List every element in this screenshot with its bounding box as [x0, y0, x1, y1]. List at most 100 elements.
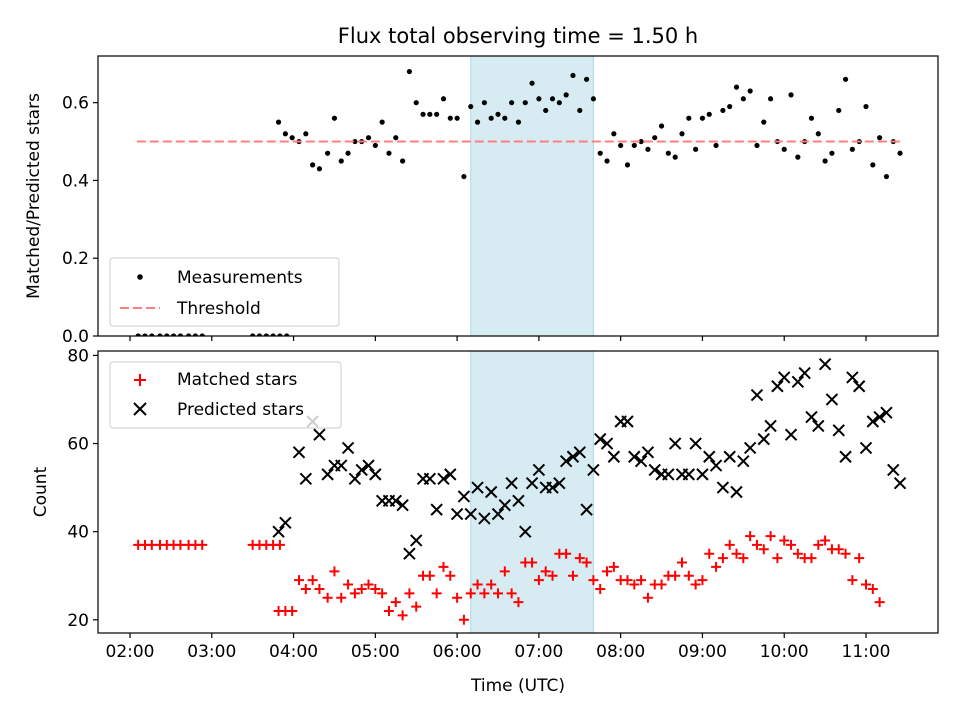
matched-stars-point — [861, 579, 871, 590]
matched-stars-point — [424, 570, 435, 581]
matched-stars-point — [547, 570, 558, 581]
measurements-point — [434, 111, 440, 117]
predicted-stars-point — [450, 507, 464, 521]
matched-stars-point — [724, 539, 735, 550]
predicted-stars-point — [607, 450, 621, 463]
measurements-point — [570, 72, 576, 79]
bottom-y-tick-label: 80 — [67, 346, 89, 366]
measurements-point — [529, 80, 535, 86]
measurements-point — [652, 135, 658, 141]
predicted-stars-point — [566, 450, 580, 463]
matched-stars-point — [602, 566, 613, 577]
measurements-point — [325, 150, 331, 156]
measurements-point — [686, 115, 692, 121]
predicted-stars-point — [887, 463, 900, 477]
bottom-y-tick-label: 60 — [67, 435, 89, 455]
matched-stars-point — [322, 592, 333, 603]
measurements-point — [563, 92, 569, 98]
predicted-stars-point — [778, 371, 791, 384]
predicted-stars-point — [825, 393, 839, 406]
matched-stars-point — [677, 557, 687, 568]
chart-title: Flux total observing time = 1.50 h — [338, 24, 698, 48]
predicted-stars-point — [750, 388, 764, 402]
predicted-stars-point — [893, 476, 907, 490]
predicted-stars-point — [709, 459, 723, 472]
predicted-stars-point — [519, 525, 532, 538]
measurements-point — [829, 150, 835, 156]
matched-stars-point — [608, 561, 619, 572]
matched-stars-point — [370, 583, 381, 594]
predicted-stars-point — [689, 437, 702, 450]
measurements-point — [897, 150, 903, 156]
bottom-x-axis: 02:00 03:00 04:00 05:00 06:00 07:00 08:00 09:00… — [106, 633, 891, 662]
matched-stars-point — [704, 548, 715, 559]
measurements-point — [781, 146, 787, 152]
predicted-stars-point — [437, 472, 450, 485]
measurements-point — [863, 103, 869, 110]
top-y-axis: 0.0 0.2 0.4 0.6 — [62, 94, 98, 347]
matched-stars-point — [445, 570, 456, 581]
matched-stars-point — [642, 592, 653, 603]
predicted-stars-point — [662, 468, 675, 481]
measurements-point — [536, 96, 542, 102]
measurements-point — [282, 131, 288, 137]
matched-stars-point — [847, 575, 858, 586]
predicted-stars-point — [839, 450, 852, 463]
x-tick-label: 06:00 — [433, 642, 482, 662]
matched-stars-point — [506, 588, 517, 599]
predicted-stars-point — [628, 450, 641, 463]
measurements-point — [338, 158, 344, 164]
measurements-point — [135, 333, 141, 336]
bottom-legend-box — [109, 361, 342, 429]
predicted-stars-point — [512, 494, 525, 508]
predicted-stars-point — [313, 428, 326, 441]
measurements-point — [263, 333, 269, 336]
x-tick-label: 04:00 — [269, 642, 318, 662]
measurements-point — [177, 333, 184, 336]
matched-stars-point — [363, 579, 374, 590]
measurements-point — [365, 135, 372, 141]
predicted-stars-point — [491, 507, 505, 521]
measurements-point — [679, 131, 685, 137]
matched-stars-point — [670, 570, 681, 581]
matched-stars-point — [567, 570, 578, 581]
measurements-point — [509, 100, 515, 106]
measurements-point — [733, 84, 740, 90]
measurements-point — [454, 115, 460, 121]
x-tick-label: 11:00 — [842, 642, 891, 662]
predicted-stars-point — [805, 410, 818, 424]
matched-stars-point — [356, 583, 367, 594]
matched-stars-point — [411, 601, 422, 612]
measurements-point — [788, 92, 794, 98]
top-y-tick-label: 0.0 — [62, 327, 89, 347]
bottom-highlight-span — [470, 350, 594, 634]
predicted-stars-point — [525, 476, 539, 490]
matched-stars-point — [300, 583, 311, 594]
measurements-point — [720, 107, 726, 114]
matched-stars-point — [697, 575, 708, 586]
predicted-stars-point — [866, 415, 880, 428]
matched-stars-point — [588, 575, 599, 586]
bottom-y-tick-label: 20 — [67, 611, 89, 631]
measurements-point — [815, 131, 821, 137]
predicted-stars-point — [457, 490, 471, 503]
measurements-point — [474, 119, 481, 125]
measurements-point — [345, 150, 351, 156]
matched-stars-point — [731, 548, 742, 559]
measurements-point — [658, 123, 665, 129]
measurements-point — [481, 100, 487, 106]
measurements-point — [250, 333, 256, 336]
predicted-stars-point — [743, 441, 757, 455]
predicted-stars-point — [396, 499, 409, 512]
matched-stars-point — [472, 579, 483, 590]
matched-stars-point — [294, 575, 305, 586]
predicted-stars-point — [532, 463, 546, 477]
measurements-point — [440, 96, 447, 102]
predicted-stars-point — [471, 481, 484, 494]
matched-stars-point — [690, 579, 701, 590]
bottom-axes-frame — [97, 350, 939, 634]
measurements-point — [277, 333, 283, 336]
matched-stars-point — [307, 575, 318, 586]
predicted-stars-point — [423, 472, 437, 485]
